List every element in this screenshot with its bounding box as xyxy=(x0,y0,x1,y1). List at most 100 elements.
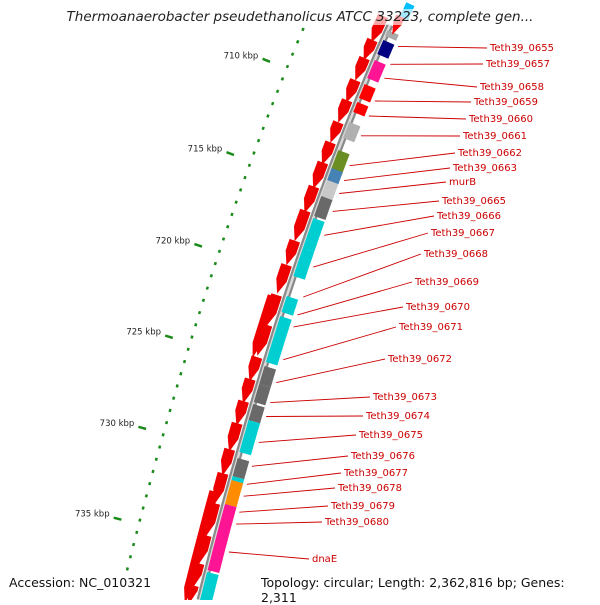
gene-label-teth39-0676: Teth39_0676 xyxy=(350,451,415,462)
gene-label-dnae: dnaE xyxy=(312,554,337,565)
gc-skew-dash xyxy=(267,115,268,118)
gc-skew-dash xyxy=(163,433,164,436)
gene-leader-line xyxy=(398,46,487,48)
gc-skew-dash xyxy=(245,176,246,179)
gc-skew-dash xyxy=(153,470,154,473)
gc-skew-dash xyxy=(223,238,224,241)
gene-leader-line xyxy=(324,216,434,235)
gc-skew-dash xyxy=(302,28,303,31)
gc-skew-dash xyxy=(287,65,288,68)
gene-label-teth39-0680: Teth39_0680 xyxy=(324,517,389,528)
gene-leader-line xyxy=(283,327,396,360)
gene-label-murb: murB xyxy=(449,177,476,188)
gene-label-teth39-0678: Teth39_0678 xyxy=(337,483,402,494)
kbp-tick-label: 725 kbp xyxy=(126,328,161,338)
gene-leader-line xyxy=(313,233,428,267)
gene-leader-line xyxy=(266,416,363,417)
gc-skew-dash xyxy=(249,164,250,167)
gene-leader-line xyxy=(303,254,421,297)
gene-label-teth39-0675: Teth39_0675 xyxy=(358,430,423,441)
gene-leader-line xyxy=(244,488,335,496)
gene-leader-line xyxy=(239,506,328,512)
gene-label-teth39-0671: Teth39_0671 xyxy=(398,322,463,333)
gene-leader-line xyxy=(294,307,403,327)
gc-skew-dash xyxy=(236,201,237,204)
gene-label-teth39-0677: Teth39_0677 xyxy=(343,468,408,479)
gene-label-teth39-0672: Teth39_0672 xyxy=(387,354,452,365)
gc-skew-dash xyxy=(207,287,208,290)
gc-skew-dash xyxy=(211,274,212,277)
gc-skew-dash xyxy=(130,555,131,558)
gene-label-teth39-0659: Teth39_0659 xyxy=(473,97,538,108)
gc-skew-dash xyxy=(199,311,200,314)
kbp-tick xyxy=(114,518,122,520)
gene-leader-line xyxy=(259,435,356,442)
gene-label-teth39-0657: Teth39_0657 xyxy=(485,59,550,70)
gene-leader-line xyxy=(270,397,370,403)
gene-leader-line xyxy=(350,153,455,166)
gc-skew-dash xyxy=(195,323,196,326)
gc-skew-dash xyxy=(282,78,283,81)
kbp-tick xyxy=(165,336,173,338)
gene-leader-line xyxy=(236,522,322,524)
gc-skew-dash xyxy=(173,397,174,400)
kbp-tick-label: 730 kbp xyxy=(100,419,135,429)
gc-skew-dash xyxy=(127,568,128,571)
gene-leader-line xyxy=(339,182,446,194)
gc-skew-dash xyxy=(149,482,150,485)
gc-skew-dash xyxy=(159,446,160,449)
gc-skew-dash xyxy=(263,127,264,130)
gc-skew-dash xyxy=(180,372,181,375)
gc-skew-dash xyxy=(272,102,273,105)
gene-label-teth39-0668: Teth39_0668 xyxy=(423,249,488,260)
kbp-tick xyxy=(227,152,235,155)
gc-skew-dash xyxy=(177,385,178,388)
gc-skew-dash xyxy=(232,213,233,216)
gene-label-teth39-0661: Teth39_0661 xyxy=(462,131,527,142)
gc-skew-dash xyxy=(143,507,144,510)
gene-leader-line xyxy=(276,359,385,383)
gene-label-teth39-0665: Teth39_0665 xyxy=(441,196,506,207)
gc-skew-dash xyxy=(240,189,241,192)
gene-label-teth39-0679: Teth39_0679 xyxy=(330,501,395,512)
kbp-tick-label: 735 kbp xyxy=(75,510,110,520)
kbp-tick xyxy=(263,59,270,62)
gene-label-teth39-0669: Teth39_0669 xyxy=(414,277,479,288)
map-title: Thermoanaerobacter pseudethanolicus ATCC… xyxy=(0,9,600,25)
gene-leader-line xyxy=(375,101,471,102)
gc-skew-dash xyxy=(140,519,141,522)
gene-label-teth39-0660: Teth39_0660 xyxy=(468,114,533,125)
kbp-tick xyxy=(138,427,146,429)
gene-label-teth39-0658: Teth39_0658 xyxy=(479,82,544,93)
gc-skew-dash xyxy=(133,543,134,546)
gene-leader-line xyxy=(333,201,439,211)
gene-leader-line xyxy=(229,552,309,559)
kbp-tick-label: 710 kbp xyxy=(224,51,259,61)
gene-label-teth39-0655: Teth39_0655 xyxy=(489,43,554,54)
gc-skew-dash xyxy=(258,139,259,142)
gene-leader-line xyxy=(247,473,341,484)
gene-label-teth39-0666: Teth39_0666 xyxy=(436,211,501,222)
gene-leader-line xyxy=(252,456,348,466)
gc-skew-dash xyxy=(184,360,185,363)
gc-skew-dash xyxy=(219,250,220,253)
topology-text: Topology: circular; Length: 2,362,816 bp… xyxy=(259,575,600,605)
gc-skew-dash xyxy=(297,40,298,43)
kbp-tick-label: 720 kbp xyxy=(156,236,191,246)
gene-label-teth39-0663: Teth39_0663 xyxy=(452,163,517,174)
gc-skew-dash xyxy=(253,152,254,155)
gc-skew-dash xyxy=(192,336,193,339)
gc-skew-dash xyxy=(203,299,204,302)
gc-skew-dash xyxy=(227,225,228,228)
gene-label-teth39-0670: Teth39_0670 xyxy=(405,302,470,313)
gc-skew-dash xyxy=(277,90,278,93)
accession-text: Accession: NC_010321 xyxy=(7,575,153,590)
gene-leader-line xyxy=(298,282,413,315)
gc-skew-dash xyxy=(156,458,157,461)
gc-skew-dash xyxy=(215,262,216,265)
gc-skew-dash xyxy=(136,531,137,534)
gene-leader-line xyxy=(384,78,477,87)
gene-label-teth39-0667: Teth39_0667 xyxy=(430,228,495,239)
